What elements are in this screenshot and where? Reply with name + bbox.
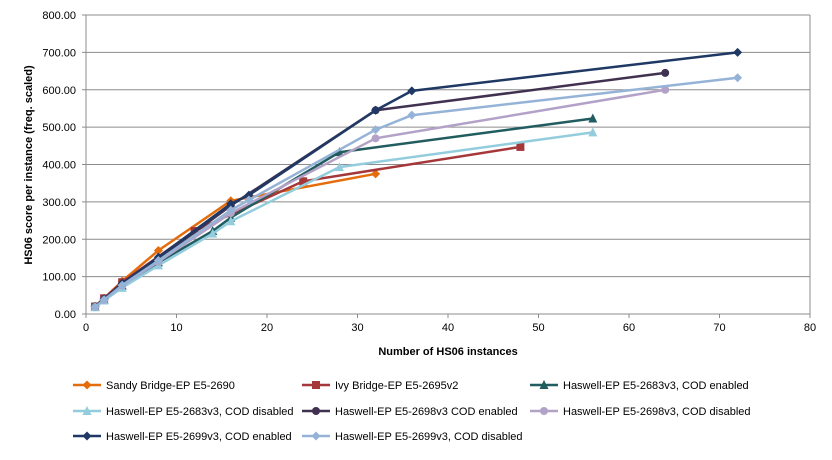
data-series: [90, 47, 743, 312]
series-8: [90, 73, 743, 312]
series-line: [94, 51, 738, 308]
gridlines: [86, 14, 811, 314]
y-tick-label: 200.00: [42, 234, 76, 246]
data-point: [90, 302, 100, 312]
legend-swatch-marker: [539, 380, 549, 389]
data-point: [371, 105, 381, 115]
legend-item-3: Haswell-EP E5-2683v3, COD enabled: [530, 380, 749, 392]
legend-swatch-marker: [82, 431, 92, 441]
legend-swatch-marker: [82, 406, 92, 415]
y-tick-label: 300.00: [42, 197, 76, 209]
legend-label: Haswell-EP E5-2699v3, COD disabled: [335, 431, 523, 443]
data-point: [208, 228, 218, 238]
legend-item-7: Haswell-EP E5-2699v3, COD enabled: [73, 431, 292, 443]
legend-label: Haswell-EP E5-2699v3, COD enabled: [106, 431, 292, 443]
legend: Sandy Bridge-EP E5-2690 Ivy Bridge-EP E5-…: [73, 380, 751, 443]
legend-label: Sandy Bridge-EP E5-2690: [106, 380, 235, 392]
data-point: [153, 256, 163, 266]
y-axis-title: HS06 score per instance (freq. scaled): [23, 65, 35, 265]
legend-label: Haswell-EP E5-2683v3, COD enabled: [563, 380, 749, 392]
x-tick-label: 40: [442, 322, 454, 334]
data-point: [334, 147, 344, 157]
legend-item-5: Haswell-EP E5-2698v3 COD enabled: [302, 406, 518, 418]
legend-label: Haswell-EP E5-2698v3 COD enabled: [335, 406, 518, 418]
data-point: [661, 68, 670, 77]
data-point: [733, 47, 743, 57]
x-tick-label: 50: [532, 322, 544, 334]
legend-label: Haswell-EP E5-2683v3, COD disabled: [106, 406, 294, 418]
data-point: [226, 216, 236, 226]
data-point: [226, 205, 236, 215]
data-point: [588, 127, 598, 137]
tick-labels: 0.00 100.00 200.00 300.00 400.00 500.00 600.00…: [42, 10, 816, 334]
legend-label: Haswell-EP E5-2698v3, COD disabled: [563, 406, 751, 418]
series-1: [90, 169, 381, 311]
y-tick-label: 400.00: [42, 160, 76, 172]
legend-item-1: Sandy Bridge-EP E5-2690: [73, 380, 235, 392]
legend-swatch-marker: [312, 381, 320, 389]
axes: [82, 14, 811, 318]
data-point: [153, 245, 163, 255]
data-point: [244, 195, 254, 205]
legend-item-2: Ivy Bridge-EP E5-2695v2: [302, 380, 458, 392]
data-point: [371, 134, 380, 143]
x-tick-label: 30: [351, 322, 363, 334]
data-point: [226, 199, 236, 209]
legend-swatch-marker: [312, 407, 320, 415]
x-tick-label: 20: [261, 322, 273, 334]
legend-swatch-marker: [82, 380, 92, 390]
x-tick-label: 70: [713, 322, 725, 334]
data-point: [299, 177, 308, 186]
x-tick-label: 10: [170, 322, 182, 334]
legend-swatch-marker: [540, 407, 548, 415]
series-5: [91, 68, 670, 311]
y-tick-label: 700.00: [42, 47, 76, 59]
data-point: [99, 295, 109, 305]
legend-label: Ivy Bridge-EP E5-2695v2: [335, 380, 458, 392]
series-line: [94, 131, 593, 309]
data-point: [371, 125, 381, 135]
x-axis-title: Number of HS06 instances: [378, 346, 517, 358]
x-tick-label: 0: [83, 322, 89, 334]
data-point: [371, 169, 381, 179]
data-point: [733, 73, 743, 83]
x-tick-label: 80: [804, 322, 816, 334]
data-point: [661, 85, 670, 94]
data-point: [117, 280, 127, 290]
series-line: [94, 172, 376, 308]
y-tick-label: 600.00: [42, 85, 76, 97]
data-point: [407, 86, 417, 96]
legend-item-8: Haswell-EP E5-2699v3, COD disabled: [302, 431, 523, 443]
y-tick-label: 500.00: [42, 122, 76, 134]
y-tick-label: 0.00: [55, 309, 76, 321]
series-line: [94, 88, 666, 308]
legend-item-4: Haswell-EP E5-2683v3, COD disabled: [73, 406, 294, 418]
y-tick-label: 100.00: [42, 272, 76, 284]
legend-swatch-marker: [311, 431, 321, 441]
data-point: [588, 113, 598, 123]
x-tick-label: 60: [623, 322, 635, 334]
data-point: [407, 110, 417, 120]
legend-item-6: Haswell-EP E5-2698v3, COD disabled: [530, 406, 751, 418]
data-point: [334, 162, 344, 172]
data-point: [516, 142, 525, 151]
series-line: [94, 76, 738, 308]
y-tick-label: 800.00: [42, 10, 76, 22]
